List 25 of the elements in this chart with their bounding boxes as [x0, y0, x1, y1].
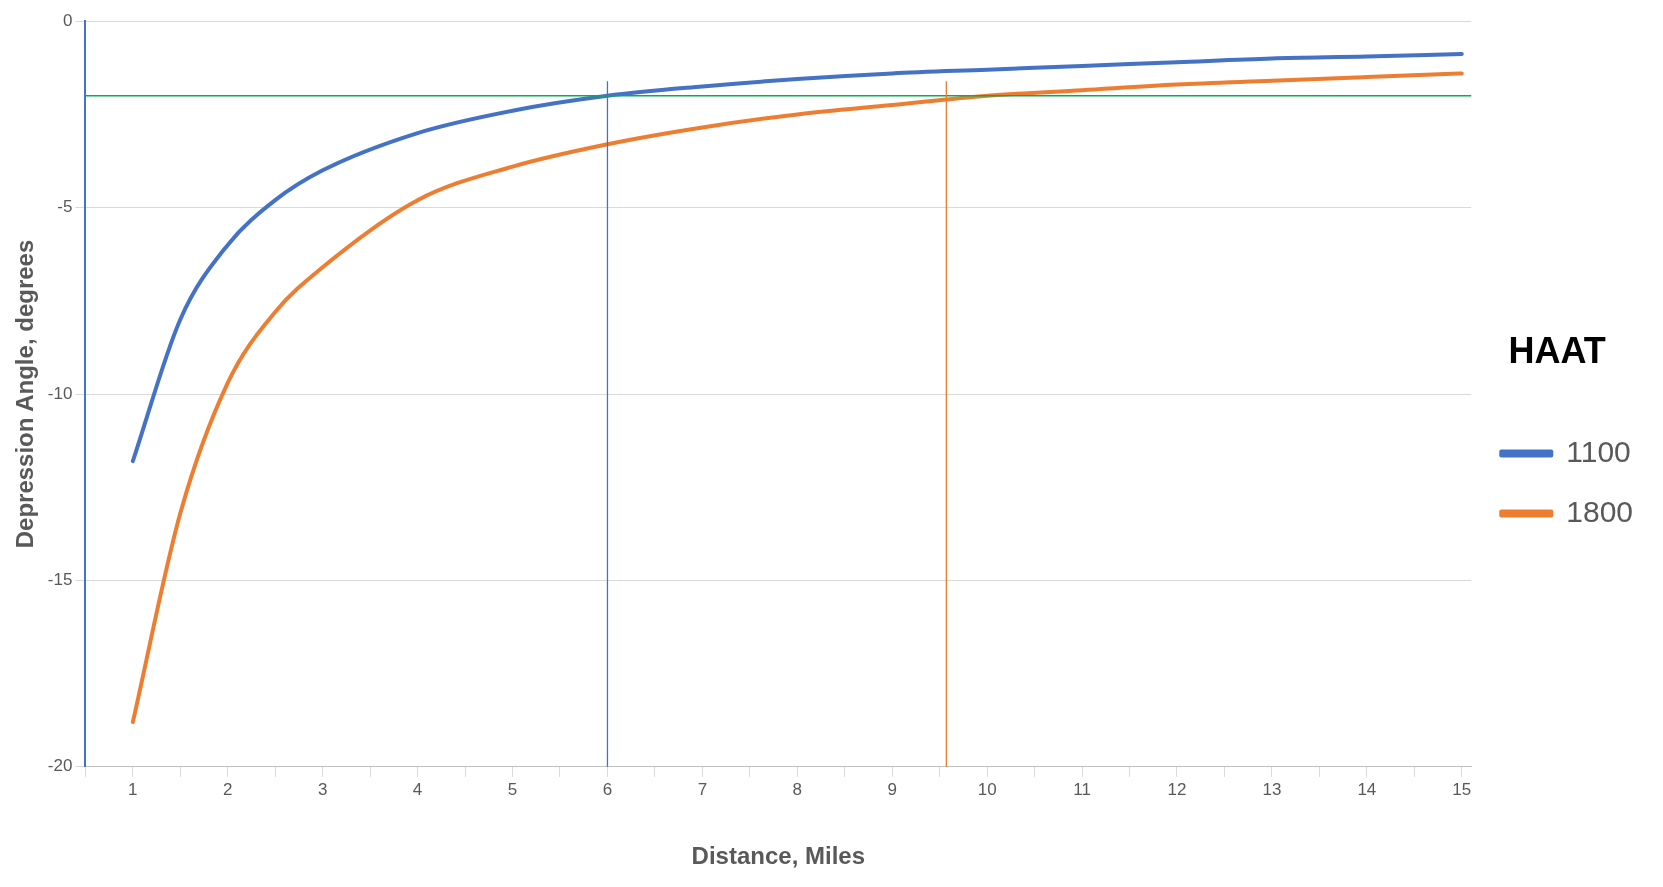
x-tick-label: 8 — [792, 779, 803, 799]
x-tick-label: 13 — [1262, 779, 1282, 799]
legend-label: 1100 — [1566, 434, 1631, 468]
legend-label: 1800 — [1566, 494, 1634, 528]
y-tick-label: -20 — [47, 756, 73, 776]
x-tick-label: 4 — [412, 779, 423, 799]
y-axis-title: Depression Angle, degrees — [11, 239, 39, 549]
y-tick-label: 0 — [62, 10, 73, 30]
x-tick-label: 9 — [887, 779, 897, 799]
x-tick-label: 3 — [317, 779, 328, 799]
x-tick-label: 2 — [223, 779, 233, 799]
x-tick-label: 6 — [602, 779, 613, 799]
x-axis-title: Distance, Miles — [691, 842, 866, 870]
x-tick-label: 12 — [1167, 779, 1187, 799]
x-tick-label: 10 — [977, 779, 997, 799]
x-tick-label: 14 — [1357, 779, 1377, 799]
x-tick-label: 15 — [1452, 779, 1472, 799]
y-tick-label: -10 — [47, 383, 73, 403]
x-tick-label: 1 — [128, 779, 138, 799]
y-tick-label: -5 — [57, 197, 73, 217]
legend-title: HAAT — [1508, 330, 1606, 372]
x-tick-label: 5 — [507, 779, 518, 799]
x-tick-label: 11 — [1073, 779, 1091, 799]
y-tick-label: -15 — [47, 570, 73, 590]
x-tick-label: 7 — [697, 779, 708, 799]
